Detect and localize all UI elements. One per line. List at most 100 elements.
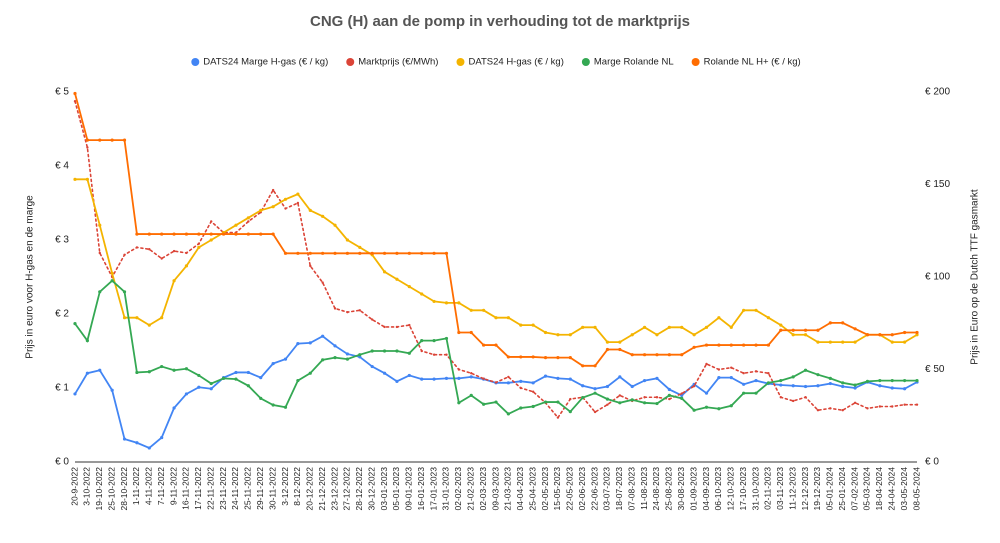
data-point bbox=[766, 343, 771, 347]
data-point bbox=[593, 325, 597, 329]
data-point bbox=[556, 376, 560, 380]
x-tick-label: 23-11-2022 bbox=[218, 467, 228, 510]
data-point bbox=[655, 396, 659, 399]
legend-label: DATS24 Marge H-gas (€ / kg) bbox=[203, 57, 328, 68]
data-point bbox=[308, 371, 312, 375]
data-point bbox=[185, 251, 188, 255]
data-point bbox=[816, 328, 820, 332]
x-tick-label: 11-12-2023 bbox=[787, 467, 797, 510]
data-point bbox=[791, 333, 795, 337]
data-point bbox=[506, 316, 510, 320]
data-point bbox=[841, 409, 844, 412]
data-point bbox=[420, 251, 424, 255]
data-point bbox=[754, 308, 758, 312]
x-tick-label: 05-03-2024 bbox=[862, 467, 872, 511]
data-point bbox=[581, 384, 585, 388]
data-point bbox=[358, 353, 362, 357]
data-point bbox=[283, 197, 288, 201]
data-point bbox=[122, 437, 127, 441]
data-point bbox=[828, 376, 832, 380]
x-tick-label: 03-05-2024 bbox=[899, 467, 909, 511]
data-point bbox=[519, 323, 523, 327]
x-tick-label: 29-11-2022 bbox=[255, 467, 265, 510]
data-point bbox=[284, 207, 287, 210]
data-point bbox=[210, 220, 213, 223]
data-point bbox=[407, 351, 411, 355]
x-tick-label: 07-08-2023 bbox=[626, 467, 636, 511]
data-point bbox=[766, 381, 771, 385]
data-point bbox=[110, 138, 114, 142]
x-tick-label: 7-11-2022 bbox=[156, 467, 166, 505]
x-tick-label: 9-11-2022 bbox=[168, 467, 178, 505]
data-point bbox=[841, 384, 845, 389]
x-tick-label: 05-01-2024 bbox=[825, 467, 835, 511]
data-point bbox=[407, 251, 411, 255]
data-point bbox=[568, 410, 572, 414]
data-point bbox=[593, 387, 597, 391]
data-point bbox=[345, 352, 350, 356]
x-tick-label: 31-10-2023 bbox=[750, 467, 760, 511]
x-tick-label: 06-10-2023 bbox=[713, 467, 723, 511]
data-point bbox=[779, 323, 783, 327]
data-point bbox=[766, 316, 771, 320]
y2-tick-label: € 100 bbox=[925, 272, 950, 283]
legend-marker bbox=[691, 58, 700, 66]
data-point bbox=[543, 400, 548, 404]
data-point bbox=[358, 309, 361, 312]
data-point bbox=[234, 223, 238, 227]
x-tick-label: 25-08-2023 bbox=[664, 467, 674, 511]
data-point bbox=[184, 367, 189, 371]
data-point bbox=[122, 290, 127, 294]
data-point bbox=[655, 353, 659, 357]
x-tick-label: 25-01-2024 bbox=[837, 467, 847, 511]
x-tick-label: 31-01-2023 bbox=[441, 467, 451, 511]
data-point bbox=[543, 374, 548, 378]
data-point bbox=[271, 403, 275, 407]
data-point bbox=[642, 379, 647, 383]
data-point bbox=[841, 321, 845, 325]
data-point bbox=[382, 371, 387, 375]
data-point bbox=[556, 416, 560, 419]
data-point bbox=[630, 333, 634, 337]
data-point bbox=[494, 400, 498, 404]
data-point bbox=[915, 333, 919, 337]
x-tick-label: 11-08-2023 bbox=[639, 467, 649, 510]
chart-title: CNG (H) aan de pomp in verhouding tot de… bbox=[310, 13, 690, 30]
data-point bbox=[358, 251, 362, 255]
data-point bbox=[742, 391, 746, 395]
x-tick-label: 8-12-2022 bbox=[292, 467, 302, 506]
data-point bbox=[98, 223, 102, 227]
legend-label: DATS24 H-gas (€ / kg) bbox=[468, 57, 563, 68]
x-tick-label: 30-08-2023 bbox=[676, 467, 686, 511]
x-tick-label: 20-9-2022 bbox=[69, 467, 79, 506]
data-point bbox=[865, 379, 870, 383]
data-point bbox=[853, 340, 857, 344]
data-point bbox=[147, 370, 151, 374]
data-point bbox=[605, 384, 610, 389]
data-point bbox=[110, 388, 114, 392]
data-point bbox=[655, 333, 659, 337]
data-point bbox=[568, 356, 572, 360]
y2-tick-label: € 150 bbox=[925, 179, 950, 190]
data-point bbox=[382, 251, 387, 255]
x-tick-label: 19-12-2023 bbox=[812, 467, 822, 511]
data-point bbox=[642, 325, 647, 329]
data-point bbox=[296, 342, 300, 346]
x-tick-label: 25-11-2022 bbox=[243, 467, 253, 510]
data-point bbox=[184, 264, 189, 268]
data-point bbox=[135, 370, 139, 375]
data-point bbox=[296, 201, 300, 205]
x-tick-label: 23-12-2022 bbox=[329, 467, 339, 511]
data-point bbox=[370, 251, 374, 255]
data-point bbox=[853, 386, 857, 390]
data-point bbox=[803, 384, 808, 389]
data-point bbox=[370, 364, 374, 369]
data-point bbox=[890, 379, 894, 383]
y2-tick-label: € 200 bbox=[925, 87, 950, 98]
data-point bbox=[506, 355, 510, 359]
x-tick-label: 03-01-2023 bbox=[379, 467, 389, 511]
data-point bbox=[73, 100, 77, 103]
data-point bbox=[358, 355, 362, 359]
data-point bbox=[73, 392, 77, 396]
x-tick-label: 30-12-2022 bbox=[366, 467, 376, 511]
